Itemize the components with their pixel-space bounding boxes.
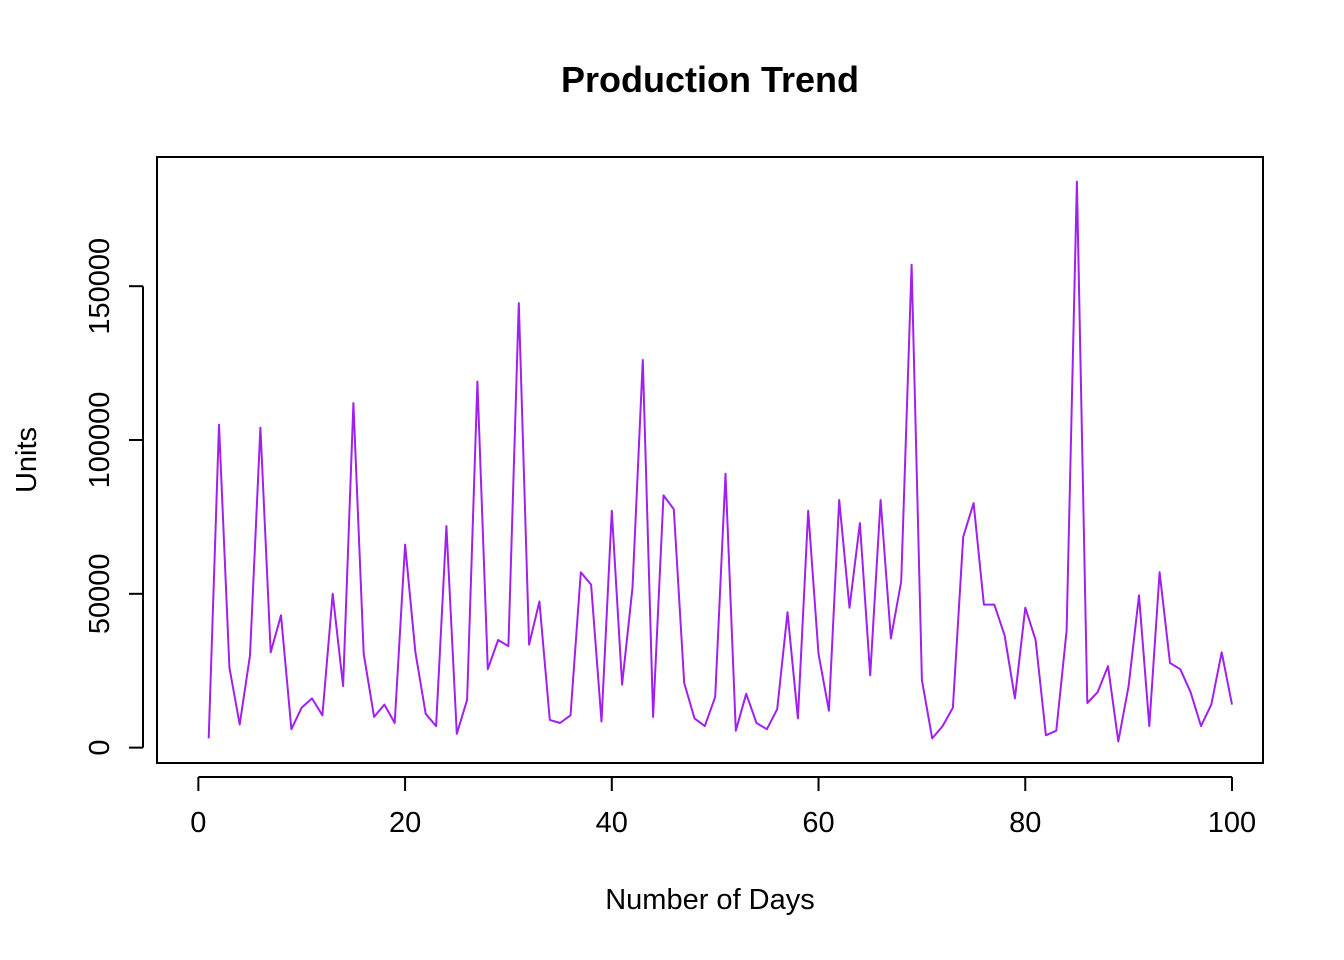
x-tick-label: 80 xyxy=(1009,807,1041,839)
x-tick-label: 0 xyxy=(190,807,206,839)
y-tick-label: 50000 xyxy=(84,553,116,634)
y-tick-label: 0 xyxy=(84,740,116,756)
y-axis: 0 50000 100000 150000 xyxy=(84,238,144,756)
y-tick-label: 150000 xyxy=(84,238,116,335)
x-tick-label: 20 xyxy=(389,807,421,839)
x-tick-label: 100 xyxy=(1208,807,1256,839)
y-axis-label: Units xyxy=(11,427,43,493)
x-axis: 0 20 40 60 80 100 xyxy=(190,776,1256,839)
x-tick-label: 60 xyxy=(802,807,834,839)
plot-area xyxy=(156,156,1264,764)
x-axis-label: Number of Days xyxy=(605,884,815,916)
x-tick-label: 40 xyxy=(596,807,628,839)
chart-title: Production Trend xyxy=(561,59,859,100)
y-tick-label: 100000 xyxy=(84,392,116,489)
series-line xyxy=(207,180,1233,743)
